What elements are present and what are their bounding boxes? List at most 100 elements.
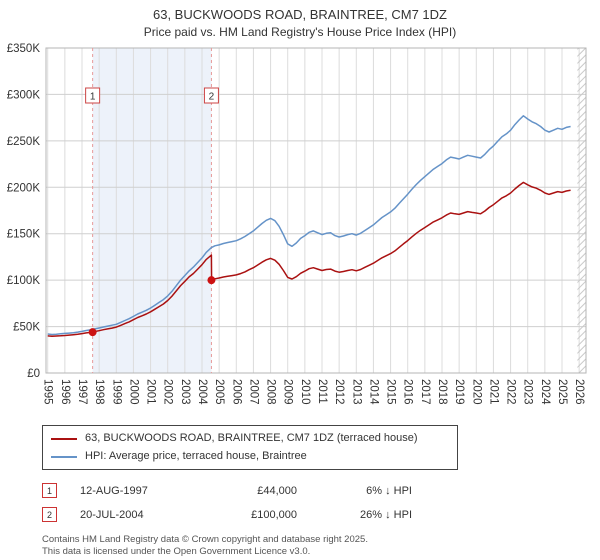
sale-marker-number: 1 xyxy=(90,92,96,103)
legend-item-property: 63, BUCKWOODS ROAD, BRAINTREE, CM7 1DZ (… xyxy=(51,431,449,446)
hpi-line xyxy=(47,115,571,336)
x-axis-label: 2024 xyxy=(539,379,551,405)
svg-text:2014: 2014 xyxy=(367,379,379,405)
transaction-2-number-badge: 2 xyxy=(42,507,57,522)
svg-text:2018: 2018 xyxy=(436,379,448,405)
svg-text:2004: 2004 xyxy=(196,379,208,405)
x-axis-label: 2009 xyxy=(282,379,294,405)
legend-label-hpi: HPI: Average price, terraced house, Brai… xyxy=(85,450,307,462)
x-axis-label: 2021 xyxy=(487,379,499,405)
legend-item-hpi: HPI: Average price, terraced house, Brai… xyxy=(51,449,449,464)
copyright-footer: Contains HM Land Registry data © Crown c… xyxy=(42,534,600,559)
y-axis-label: £200K xyxy=(7,182,41,194)
svg-text:1998: 1998 xyxy=(93,379,105,405)
y-axis-label: £100K xyxy=(7,275,41,287)
transaction-row-1: 1 12-AUG-1997 £44,000 6% ↓ HPI xyxy=(42,483,600,498)
svg-text:2025: 2025 xyxy=(556,379,568,405)
x-axis-label: 2001 xyxy=(145,379,157,405)
svg-text:2026: 2026 xyxy=(573,379,585,405)
x-axis-label: 2010 xyxy=(299,379,311,405)
price-chart-svg: 1 2 £0 £50K £100K £150K £200K £250K £300K £350K 19… xyxy=(7,43,587,405)
legend-label-property: 63, BUCKWOODS ROAD, BRAINTREE, CM7 1DZ (… xyxy=(85,432,418,444)
svg-text:1995: 1995 xyxy=(42,379,54,405)
page-subtitle: Price paid vs. HM Land Registry's House … xyxy=(143,25,457,39)
y-axis-label: £350K xyxy=(7,43,41,55)
transaction-row-2: 2 20-JUL-2004 £100,000 26% ↓ HPI xyxy=(42,507,600,522)
x-axis-label: 2020 xyxy=(470,379,482,405)
svg-text:2001: 2001 xyxy=(145,379,157,405)
svg-text:2013: 2013 xyxy=(350,379,362,405)
x-axis-label: 2018 xyxy=(436,379,448,405)
x-axis-label: 2022 xyxy=(505,379,517,405)
svg-text:1997: 1997 xyxy=(76,379,88,405)
x-axis-label: 2015 xyxy=(385,379,397,405)
svg-text:2016: 2016 xyxy=(402,379,414,405)
x-axis-label: 2019 xyxy=(453,379,465,405)
transaction-2-price: £100,000 xyxy=(251,508,297,521)
future-hatch-region xyxy=(577,48,586,373)
transaction-2-hpi-change: 26% ↓ HPI xyxy=(360,508,412,521)
x-axis-label: 1999 xyxy=(110,379,122,405)
transaction-2-date: 20-JUL-2004 xyxy=(80,508,144,521)
x-axis-label: 2005 xyxy=(213,379,225,405)
x-axis-label: 1995 xyxy=(42,379,54,405)
svg-text:2017: 2017 xyxy=(419,379,431,405)
svg-text:2008: 2008 xyxy=(265,379,277,405)
x-axis-label: 2026 xyxy=(573,379,585,405)
svg-text:2019: 2019 xyxy=(453,379,465,405)
x-axis-label: 2014 xyxy=(367,379,379,405)
svg-text:2023: 2023 xyxy=(522,379,534,405)
x-axis-label: 2002 xyxy=(162,379,174,405)
x-axis-label: 2004 xyxy=(196,379,208,405)
chart-legend: 63, BUCKWOODS ROAD, BRAINTREE, CM7 1DZ (… xyxy=(42,425,458,470)
property-price-line xyxy=(47,181,571,337)
transaction-1-hpi-change: 6% ↓ HPI xyxy=(366,484,412,497)
svg-text:2015: 2015 xyxy=(385,379,397,405)
svg-text:2024: 2024 xyxy=(539,379,551,405)
sale-marker-number: 2 xyxy=(209,92,215,103)
footer-line-1: Contains HM Land Registry data © Crown c… xyxy=(42,534,368,545)
svg-text:2021: 2021 xyxy=(487,379,499,405)
svg-text:2010: 2010 xyxy=(299,379,311,405)
transaction-1-number-badge: 1 xyxy=(42,483,57,498)
x-axis-label: 2003 xyxy=(179,379,191,405)
x-axis-label: 2012 xyxy=(333,379,345,405)
svg-text:2002: 2002 xyxy=(162,379,174,405)
x-axis-label: 2013 xyxy=(350,379,362,405)
y-axis-label: £50K xyxy=(13,322,40,334)
svg-text:2020: 2020 xyxy=(470,379,482,405)
x-axis-label: 2017 xyxy=(419,379,431,405)
y-axis-label: £0 xyxy=(27,368,40,380)
transactions-table: 1 12-AUG-1997 £44,000 6% ↓ HPI 2 20-JUL-… xyxy=(42,483,600,522)
svg-text:2000: 2000 xyxy=(127,379,139,405)
svg-text:2007: 2007 xyxy=(247,379,259,405)
y-axis-label: £300K xyxy=(7,89,41,101)
y-axis-label: £150K xyxy=(7,229,41,241)
x-axis-label: 2011 xyxy=(316,379,328,404)
x-axis-label: 1998 xyxy=(93,379,105,405)
x-axis-label: 2007 xyxy=(247,379,259,405)
x-axis-label: 2023 xyxy=(522,379,534,405)
sale-point-dot xyxy=(207,276,216,285)
blue-line-swatch xyxy=(51,455,77,458)
svg-text:2009: 2009 xyxy=(282,379,294,405)
x-axis-label: 2000 xyxy=(127,379,139,405)
transaction-1-price: £44,000 xyxy=(257,484,297,497)
transaction-1-date: 12-AUG-1997 xyxy=(80,484,148,497)
x-axis-label: 2025 xyxy=(556,379,568,405)
svg-text:2003: 2003 xyxy=(179,379,191,405)
page-title: 63, BUCKWOODS ROAD, BRAINTREE, CM7 1DZ xyxy=(153,7,447,22)
x-axis-label: 2008 xyxy=(265,379,277,405)
footer-line-2: This data is licensed under the Open Gov… xyxy=(42,546,311,558)
x-axis-label: 1996 xyxy=(59,379,71,405)
sale-marker-box xyxy=(203,87,219,104)
red-line-swatch xyxy=(51,437,77,440)
svg-text:2006: 2006 xyxy=(230,379,242,405)
y-axis-label: £250K xyxy=(7,136,41,148)
x-axis-label: 2006 xyxy=(230,379,242,405)
svg-text:2012: 2012 xyxy=(333,379,345,405)
svg-text:2005: 2005 xyxy=(213,379,225,405)
svg-text:2022: 2022 xyxy=(505,379,517,405)
plot-border xyxy=(45,47,587,374)
